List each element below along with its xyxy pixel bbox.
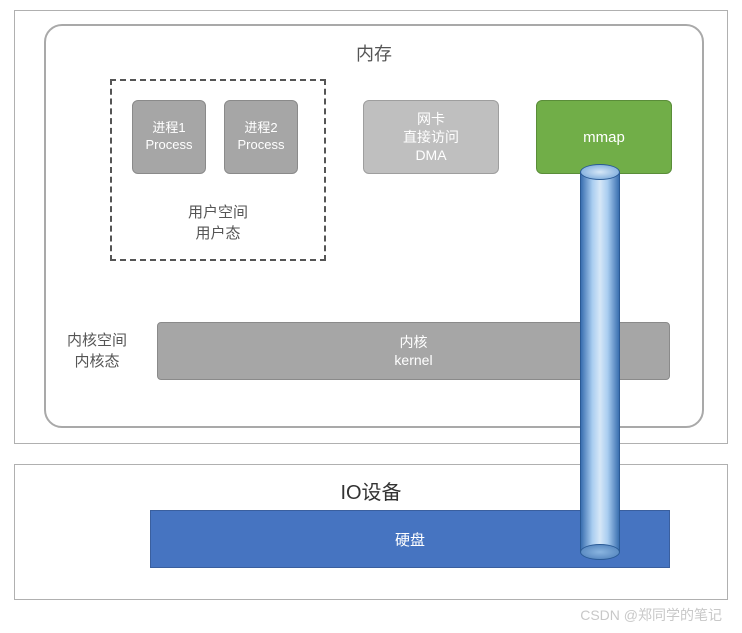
kernel-box-line1: 内核 — [400, 333, 428, 351]
user-space-label-line1: 用户空间 — [110, 202, 326, 223]
memory-title: 内存 — [46, 40, 702, 66]
cylinder-top-cap — [580, 164, 620, 180]
cylinder-body — [580, 172, 620, 552]
kernel-space-label-line1: 内核空间 — [52, 330, 142, 351]
cylinder-bottom-cap — [580, 544, 620, 560]
kernel-box-line2: kernel — [394, 351, 432, 369]
mmap-disk-cylinder-connector — [580, 164, 620, 560]
watermark-text: CSDN @郑同学的笔记 — [580, 605, 722, 625]
nic-line3: DMA — [415, 146, 446, 164]
io-title: IO设备 — [14, 476, 728, 505]
nic-box: 网卡 直接访问 DMA — [363, 100, 499, 174]
nic-line1: 网卡 — [417, 110, 445, 128]
nic-line2: 直接访问 — [403, 128, 459, 146]
user-space-label-line2: 用户态 — [110, 223, 326, 244]
process-2-box: 进程2 Process — [224, 100, 298, 174]
process-2-label-en: Process — [238, 137, 285, 154]
mmap-label: mmap — [583, 129, 625, 146]
user-space-label: 用户空间 用户态 — [110, 202, 326, 244]
mmap-box: mmap — [536, 100, 672, 174]
kernel-space-label: 内核空间 内核态 — [52, 330, 142, 372]
process-2-label-cn: 进程2 — [244, 120, 277, 137]
process-1-label-cn: 进程1 — [152, 120, 185, 137]
process-1-label-en: Process — [146, 137, 193, 154]
kernel-space-label-line2: 内核态 — [52, 351, 142, 372]
process-1-box: 进程1 Process — [132, 100, 206, 174]
disk-label: 硬盘 — [395, 529, 425, 550]
